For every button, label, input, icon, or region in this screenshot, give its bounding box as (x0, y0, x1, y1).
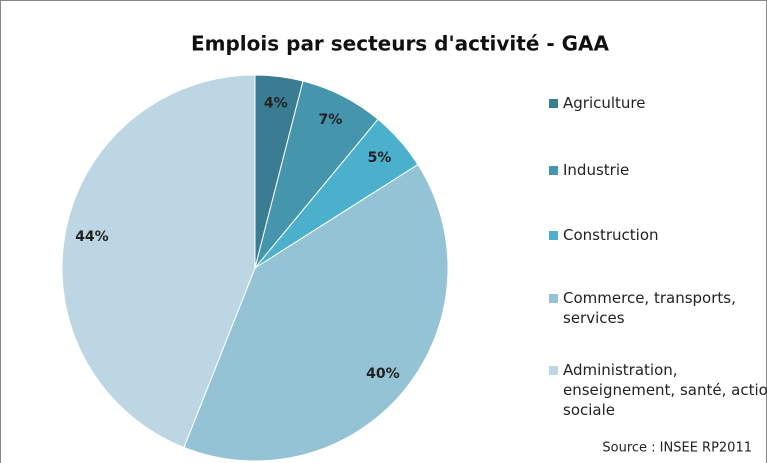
pie-slice (61, 74, 256, 449)
legend-entry: Commerce, transports, services (549, 288, 767, 328)
legend-swatch (549, 231, 558, 240)
data-label: 44% (75, 229, 109, 245)
chart-title: Emplois par secteurs d'activité - GAA (191, 32, 610, 56)
source-note: Source : INSEE RP2011 (602, 441, 752, 456)
legend-label: Construction (563, 226, 659, 244)
pie-slice (183, 163, 449, 462)
legend-entry: Industrie (549, 160, 767, 180)
legend-entry: Construction (549, 225, 767, 245)
data-label: 40% (366, 366, 400, 382)
legend-label: Commerce, transports, services (563, 289, 736, 327)
data-label: 7% (318, 112, 342, 128)
legend-label: Administration, enseignement, santé, act… (563, 361, 767, 419)
data-label: 5% (368, 150, 392, 166)
legend-swatch (549, 294, 558, 303)
legend-swatch (549, 366, 558, 375)
legend-label: Industrie (563, 161, 630, 179)
legend-swatch (549, 166, 558, 175)
legend-swatch (549, 99, 558, 108)
legend-label: Agriculture (563, 94, 646, 112)
legend-entry: Agriculture (549, 93, 767, 113)
legend-entry: Administration, enseignement, santé, act… (549, 360, 767, 420)
data-label: 4% (264, 95, 288, 111)
